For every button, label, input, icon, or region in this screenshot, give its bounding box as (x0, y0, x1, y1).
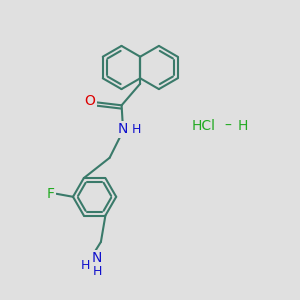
Text: HCl: HCl (192, 119, 216, 133)
Text: H: H (238, 119, 248, 133)
Text: H: H (132, 123, 141, 136)
Text: N: N (118, 122, 128, 136)
Text: H: H (81, 259, 91, 272)
Text: N: N (92, 251, 102, 265)
Text: O: O (85, 94, 95, 108)
Text: F: F (47, 187, 55, 201)
Text: H: H (92, 266, 102, 278)
Text: –: – (225, 119, 231, 133)
